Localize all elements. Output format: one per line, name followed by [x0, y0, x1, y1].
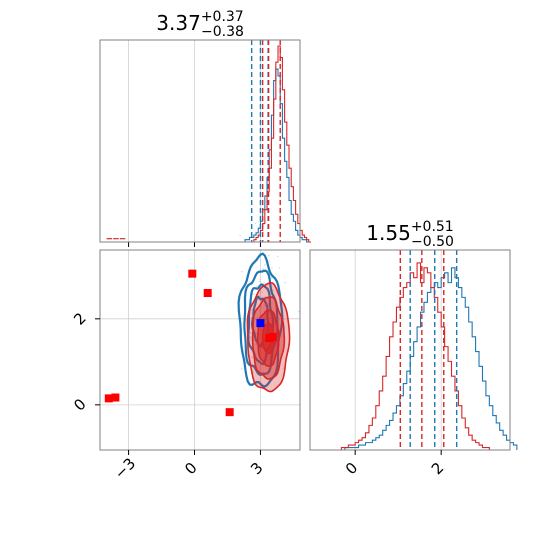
red-square-marker — [203, 289, 212, 298]
scatter-sample-point — [270, 302, 273, 304]
scatter-sample-point — [261, 371, 264, 374]
scatter-sample-point — [282, 367, 285, 369]
red-square-marker — [188, 269, 197, 278]
hist-x-title-minus: −0.38 — [201, 24, 244, 40]
hist-y-quantile-lines — [399, 250, 458, 450]
scatter-sample-point — [253, 293, 255, 295]
hist-y-tick-label: 2 — [428, 459, 447, 478]
scatter-sample-point — [270, 276, 273, 279]
scatter-sample-point — [260, 309, 262, 312]
scatter-sample-point — [260, 306, 263, 308]
hist-x-frame — [99, 39, 301, 243]
scatter-sample-point — [257, 315, 259, 318]
scatter-sample-point — [267, 303, 270, 305]
scatter-sample-point — [298, 310, 300, 313]
scatter-sample-point — [263, 309, 266, 312]
scatter-sample-point — [283, 281, 286, 284]
scatter-sample-point — [251, 356, 253, 358]
scatter-sample-point — [267, 254, 270, 257]
scatter-sample-point — [263, 304, 266, 307]
red-square-marker — [111, 393, 120, 402]
scatter-y-ticks: 02 — [70, 309, 100, 415]
scatter-sample-point — [262, 268, 264, 270]
scatter-panel: −3 0 3 02 — [70, 222, 301, 483]
scatter-sample-point — [263, 281, 266, 284]
scatter-x-ticks: −3 0 3 — [111, 450, 267, 483]
scatter-y-tick-label: 0 — [70, 395, 89, 414]
blue-contour-level — [237, 252, 284, 388]
scatter-sample-point — [254, 222, 257, 225]
scatter-sample-point — [250, 335, 252, 338]
hist-x-title: 3.37+0.37 — [156, 9, 243, 35]
hist-y-title-value: 1.55 — [366, 221, 411, 245]
scatter-sample-point — [267, 367, 269, 370]
scatter-sample-point — [255, 333, 258, 335]
hist-x-grid — [128, 40, 261, 247]
scatter-sample-point — [257, 298, 259, 301]
red-square-marker — [225, 408, 234, 417]
hist-y-title-plus: +0.51 — [411, 219, 454, 235]
scatter-sample-point — [250, 338, 253, 341]
hist-x-title-value: 3.37 — [156, 11, 201, 35]
hist-y-histograms — [337, 262, 518, 451]
scatter-frame — [99, 249, 301, 451]
hist-y-tick-label: 0 — [342, 459, 361, 478]
scatter-sample-point — [264, 264, 266, 266]
hist-y-title-minus: −0.50 — [411, 234, 454, 250]
scatter-x-tick-label: 3 — [247, 459, 266, 478]
hist-y-red-series — [337, 262, 493, 451]
scatter-sample-point — [250, 309, 253, 311]
scatter-sample-point — [241, 367, 243, 370]
scatter-sample-point — [255, 285, 258, 288]
scatter-sample-point — [249, 331, 252, 334]
scatter-markers — [104, 269, 277, 417]
hist-x-panel: 3.37+0.37 −0.38 — [99, 9, 311, 247]
scatter-sample-point — [258, 280, 261, 283]
scatter-sample-point — [254, 318, 256, 320]
scatter-sample-point — [268, 260, 270, 263]
scatter-y-tick-label: 2 — [70, 309, 89, 328]
scatter-sample-point — [249, 336, 251, 339]
hist-y-blue-series — [337, 267, 518, 451]
scatter-sample-point — [255, 343, 258, 346]
hist-x-quantile-lines — [250, 40, 281, 242]
hist-y-title: 1.55+0.51 — [366, 219, 453, 245]
scatter-x-tick-label: −3 — [111, 454, 139, 482]
scatter-sample-point — [271, 267, 273, 269]
scatter-sample-point — [278, 266, 281, 269]
red-square-marker — [268, 332, 277, 341]
hist-y-frame — [309, 249, 511, 451]
scatter-sample-point — [264, 295, 267, 298]
scatter-x-tick-label: 0 — [181, 459, 200, 478]
hist-y-grid — [354, 250, 442, 450]
scatter-sample-point — [239, 234, 241, 237]
red-square-marker — [104, 394, 113, 403]
scatter-sample-point — [241, 270, 243, 273]
blue-square-marker — [256, 319, 265, 328]
scatter-sample-point — [261, 291, 263, 294]
blue-contour-level — [243, 269, 279, 377]
scatter-sample-point — [276, 255, 279, 258]
hist-x-title-plus: +0.37 — [201, 9, 244, 25]
